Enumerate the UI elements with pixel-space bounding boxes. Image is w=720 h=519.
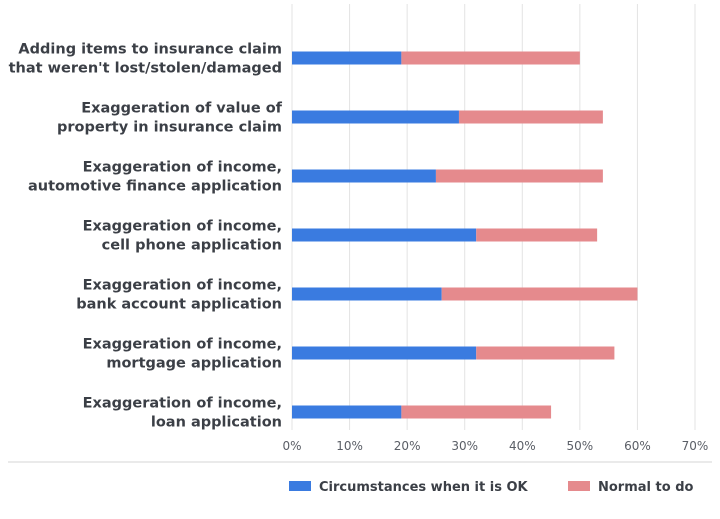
legend-label-0: Circumstances when it is OK <box>319 480 529 495</box>
category-label-1-1: property in insurance claim <box>57 120 282 136</box>
category-label-4-1: bank account application <box>76 297 282 313</box>
category-label-0-1: that weren't lost/stolen/damaged <box>9 61 282 77</box>
bar-normal-2 <box>435 169 603 183</box>
category-label-6-1: loan application <box>151 415 282 431</box>
legend-swatch-1 <box>568 481 590 491</box>
bar-normal-6 <box>401 405 552 419</box>
bar-ok-6 <box>292 405 402 419</box>
x-tick-label-50: 50% <box>567 439 594 453</box>
bar-ok-0 <box>292 51 402 65</box>
legend-swatch-0 <box>289 481 311 491</box>
bar-normal-3 <box>476 228 598 242</box>
bar-ok-2 <box>292 169 436 183</box>
x-tick-label-70: 70% <box>682 439 709 453</box>
category-label-3-1: cell phone application <box>102 238 282 254</box>
category-label-2-1: automotive finance application <box>28 179 282 195</box>
category-label-3-0: Exaggeration of income, <box>83 219 282 235</box>
bar-normal-5 <box>476 346 615 360</box>
category-label-0-0: Adding items to insurance claim <box>18 42 282 58</box>
category-label-1-0: Exaggeration of value of <box>81 101 282 117</box>
bar-ok-5 <box>292 346 477 360</box>
legend-label-1: Normal to do <box>598 480 693 495</box>
category-label-6-0: Exaggeration of income, <box>83 396 282 412</box>
bar-normal-1 <box>458 110 603 124</box>
category-label-5-1: mortgage application <box>106 356 282 372</box>
bar-ok-4 <box>292 287 442 301</box>
category-label-2-0: Exaggeration of income, <box>83 160 282 176</box>
category-label-5-0: Exaggeration of income, <box>83 337 282 353</box>
x-tick-label-20: 20% <box>394 439 421 453</box>
bar-ok-3 <box>292 228 477 242</box>
bar-ok-1 <box>292 110 459 124</box>
bar-normal-4 <box>441 287 638 301</box>
x-tick-label-30: 30% <box>451 439 478 453</box>
category-label-4-0: Exaggeration of income, <box>83 278 282 294</box>
x-tick-label-10: 10% <box>336 439 363 453</box>
x-tick-label-0: 0% <box>282 439 301 453</box>
bar-normal-0 <box>401 51 580 65</box>
x-tick-label-40: 40% <box>509 439 536 453</box>
x-tick-label-60: 60% <box>624 439 651 453</box>
